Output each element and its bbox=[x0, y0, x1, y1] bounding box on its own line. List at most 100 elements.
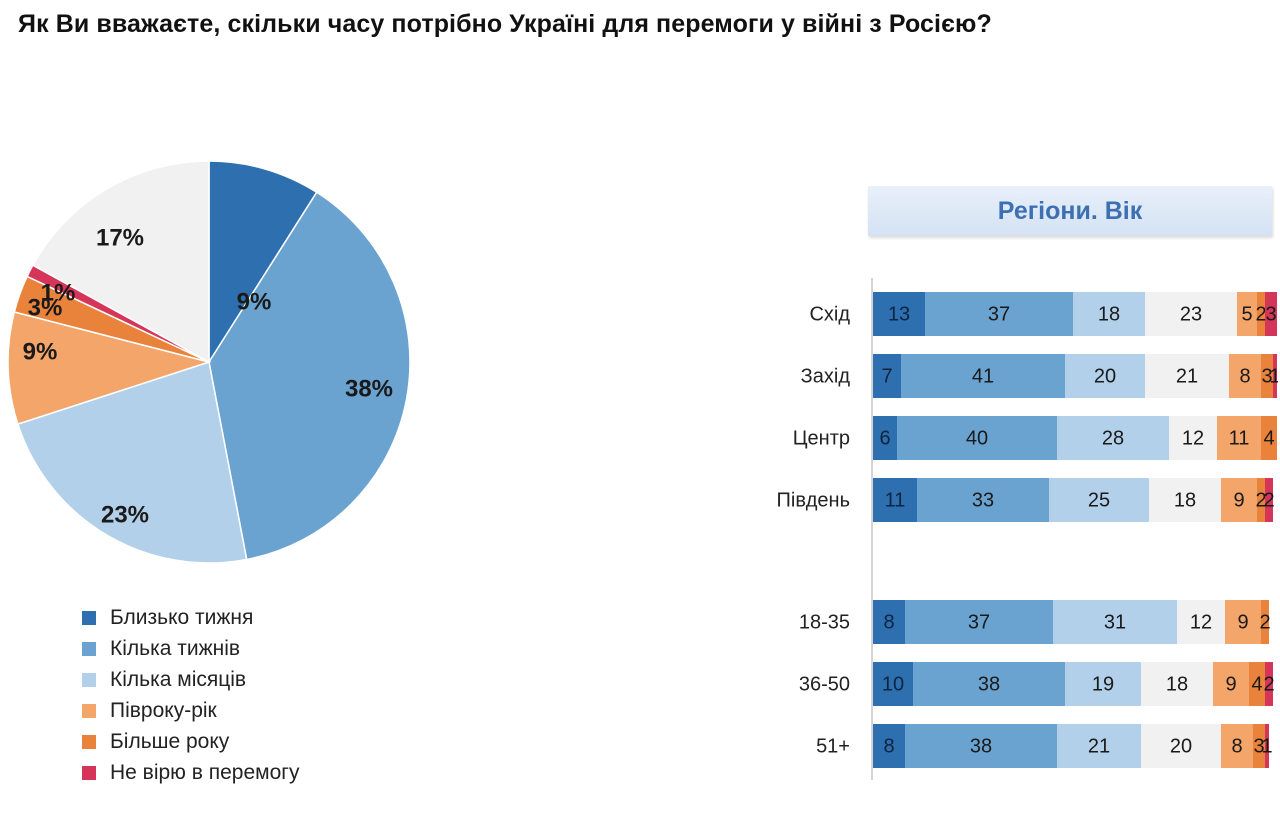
legend-label: Кілька місяців bbox=[110, 667, 247, 691]
bar-value-label: 9 bbox=[1225, 673, 1236, 695]
pie-slice-кілька-тижнів-1 bbox=[208, 191, 411, 561]
legend-item: Кілька тижнів bbox=[82, 633, 299, 664]
bar-segment-півроку-рік-4 bbox=[1221, 724, 1253, 768]
bar-value-label: 9 bbox=[1233, 489, 1244, 511]
bar-value-label: 18 bbox=[1166, 673, 1188, 695]
category-label: 18-35 bbox=[799, 611, 850, 633]
category-label: Захід bbox=[801, 365, 851, 387]
bar-segment-кілька-місяців-2 bbox=[1065, 662, 1141, 706]
bar-value-label: 21 bbox=[1088, 735, 1110, 757]
legend-item: Півроку-рік bbox=[82, 695, 299, 726]
bar-value-label: 12 bbox=[1190, 611, 1212, 633]
bar-segment-більше-року-5 bbox=[1261, 416, 1277, 460]
pie-label-2: 23% bbox=[101, 501, 149, 528]
legend-label: Не вірю в перемогу bbox=[110, 760, 300, 784]
bar-value-label: 19 bbox=[1092, 673, 1114, 695]
bar-segment-більше-року-5 bbox=[1249, 662, 1265, 706]
bar-segment-other-3 bbox=[1145, 354, 1229, 398]
legend-item: Кілька місяців bbox=[82, 664, 299, 695]
category-label: Центр bbox=[793, 427, 850, 449]
bar-segment-не-вірю-в-перемогу-6 bbox=[1265, 662, 1273, 706]
category-label: 36-50 bbox=[799, 673, 850, 695]
bar-value-label: 18 bbox=[1174, 489, 1196, 511]
bar-segment-близько-тижня-0 bbox=[873, 292, 925, 336]
bar-segment-other-3 bbox=[1145, 292, 1237, 336]
bar-segment-більше-року-5 bbox=[1261, 600, 1269, 644]
bar-segment-кілька-тижнів-1 bbox=[917, 478, 1049, 522]
bar-segment-кілька-місяців-2 bbox=[1073, 292, 1145, 336]
bar-value-label: 37 bbox=[968, 611, 990, 633]
category-label: Схід bbox=[809, 303, 850, 325]
bar-segment-кілька-місяців-2 bbox=[1053, 600, 1177, 644]
legend-item: Близько тижня bbox=[82, 602, 299, 633]
bar-segment-кілька-місяців-2 bbox=[1057, 724, 1141, 768]
bar-value-label: 21 bbox=[1176, 365, 1198, 387]
bar-value-label: 11 bbox=[885, 489, 906, 511]
category-label: Південь bbox=[777, 489, 850, 511]
bar-value-label: 3 bbox=[1265, 303, 1276, 325]
bar-value-label: 37 bbox=[988, 303, 1010, 325]
pie-chart: 9% 38% 23% 9% 3%1% 17% bbox=[7, 160, 411, 564]
bar-segment-близько-тижня-0 bbox=[873, 478, 917, 522]
legend-swatch bbox=[82, 765, 96, 780]
bar-segment-більше-року-5 bbox=[1257, 478, 1265, 522]
bar-value-label: 2 bbox=[1255, 303, 1266, 325]
bar-value-label: 25 bbox=[1088, 489, 1110, 511]
legend-swatch bbox=[82, 703, 96, 718]
bar-value-label: 20 bbox=[1170, 735, 1192, 757]
bar-segment-кілька-місяців-2 bbox=[1057, 416, 1169, 460]
pie-legend: Близько тижня Кілька тижнів Кілька місяців… bbox=[82, 602, 299, 788]
bar-value-label: 8 bbox=[883, 611, 894, 633]
bar-chart-title: Регіони. Вік bbox=[868, 186, 1272, 236]
bar-segment-other-3 bbox=[1149, 478, 1221, 522]
bar-value-label: 8 bbox=[1239, 365, 1250, 387]
bar-value-label: 20 bbox=[1094, 365, 1116, 387]
bar-segment-не-вірю-в-перемогу-6 bbox=[1265, 292, 1277, 336]
pie-label-4: 3% bbox=[28, 294, 63, 321]
bar-segment-не-вірю-в-перемогу-6 bbox=[1265, 478, 1273, 522]
bar-value-label: 38 bbox=[978, 673, 1000, 695]
bar-segment-кілька-тижнів-1 bbox=[913, 662, 1065, 706]
bar-segment-кілька-тижнів-1 bbox=[901, 354, 1065, 398]
pie-label-6: 17% bbox=[96, 224, 144, 251]
bar-value-label: 28 bbox=[1102, 427, 1124, 449]
bar-segment-кілька-тижнів-1 bbox=[905, 600, 1053, 644]
legend-label: Півроку-рік bbox=[110, 698, 217, 722]
bar-value-label: 2 bbox=[1259, 611, 1270, 633]
bar-segment-other-3 bbox=[1177, 600, 1225, 644]
bar-segment-півроку-рік-4 bbox=[1229, 354, 1261, 398]
bar-segment-більше-року-5 bbox=[1253, 724, 1265, 768]
pie-slice-кілька-місяців-2 bbox=[16, 361, 248, 564]
pie-label-3: 9% bbox=[23, 338, 58, 365]
bar-value-label: 4 bbox=[1263, 427, 1274, 449]
bar-value-label: 8 bbox=[1231, 735, 1242, 757]
legend-label: Кілька тижнів bbox=[110, 636, 241, 660]
bar-value-label: 5 bbox=[1241, 303, 1252, 325]
legend-swatch bbox=[82, 641, 96, 656]
bar-segment-півроку-рік-4 bbox=[1221, 478, 1257, 522]
bar-value-label: 2 bbox=[1255, 489, 1266, 511]
pie-slice-близько-тижня-0 bbox=[208, 160, 318, 365]
bar-value-label: 1 bbox=[1261, 735, 1272, 757]
bar-value-label: 7 bbox=[881, 365, 892, 387]
bar-segment-кілька-тижнів-1 bbox=[897, 416, 1057, 460]
bar-value-label: 18 bbox=[1098, 303, 1120, 325]
bar-segment-other-3 bbox=[1141, 724, 1221, 768]
bar-value-label: 1 bbox=[1269, 365, 1278, 387]
bar-value-label: 10 bbox=[882, 673, 904, 695]
bar-value-label: 11 bbox=[1229, 427, 1250, 449]
bar-segment-півроку-рік-4 bbox=[1225, 600, 1261, 644]
bar-segment-не-вірю-в-перемогу-6 bbox=[1273, 354, 1277, 398]
bar-segment-близько-тижня-0 bbox=[873, 662, 913, 706]
bar-value-label: 8 bbox=[883, 735, 894, 757]
bar-value-label: 3 bbox=[1261, 365, 1272, 387]
pie-slice-other-6 bbox=[31, 160, 210, 364]
legend-swatch bbox=[82, 610, 96, 625]
legend-item: Не вірю в перемогу bbox=[82, 757, 299, 788]
bar-value-label: 12 bbox=[1182, 427, 1204, 449]
bar-value-label: 31 bbox=[1104, 611, 1126, 633]
pie-slice-півроку-рік-3 bbox=[7, 311, 212, 426]
page-title: Як Ви вважаєте, скільки часу потрібно Ук… bbox=[18, 10, 992, 38]
legend-label: Більше року bbox=[110, 729, 230, 753]
bar-segment-кілька-місяців-2 bbox=[1065, 354, 1145, 398]
